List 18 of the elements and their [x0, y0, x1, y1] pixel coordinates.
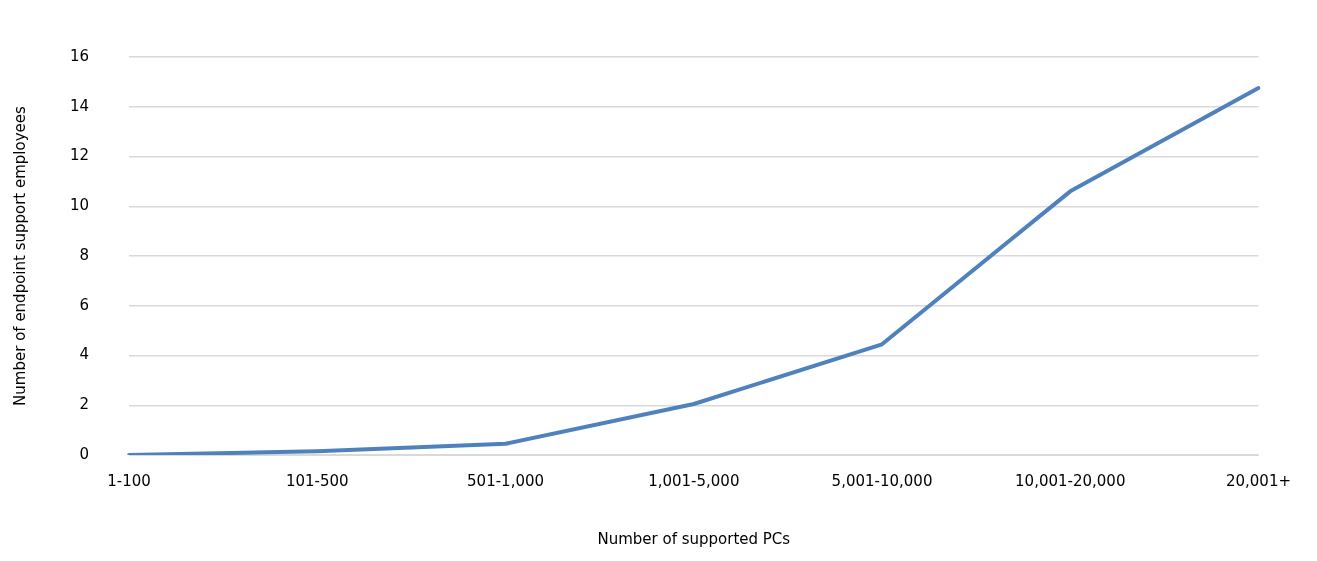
y-tick-label: 10	[69, 196, 90, 215]
y-tick-label: 8	[79, 245, 90, 264]
x-tick-label: 20,001+	[1225, 471, 1291, 490]
y-tick-label: 12	[69, 146, 90, 165]
y-tick-label: 6	[79, 295, 90, 314]
y-tick-label: 16	[69, 46, 90, 65]
y-tick-label: 0	[79, 444, 90, 463]
x-tick-label: 101-500	[285, 471, 349, 490]
y-axis-title: Number of endpoint support employees	[10, 105, 29, 406]
x-axis-title: Number of supported PCs	[597, 529, 791, 548]
x-tick-label: 10,001-20,000	[1015, 471, 1126, 490]
y-tick-label: 2	[79, 395, 90, 414]
x-tick-label: 1,001-5,000	[648, 471, 740, 490]
x-tick-label: 5,001-10,000	[831, 471, 933, 490]
x-tick-label: 1-100	[107, 471, 151, 490]
y-tick-label: 14	[69, 96, 90, 115]
x-tick-label: 501-1,000	[467, 471, 545, 490]
y-tick-label: 4	[79, 345, 90, 364]
